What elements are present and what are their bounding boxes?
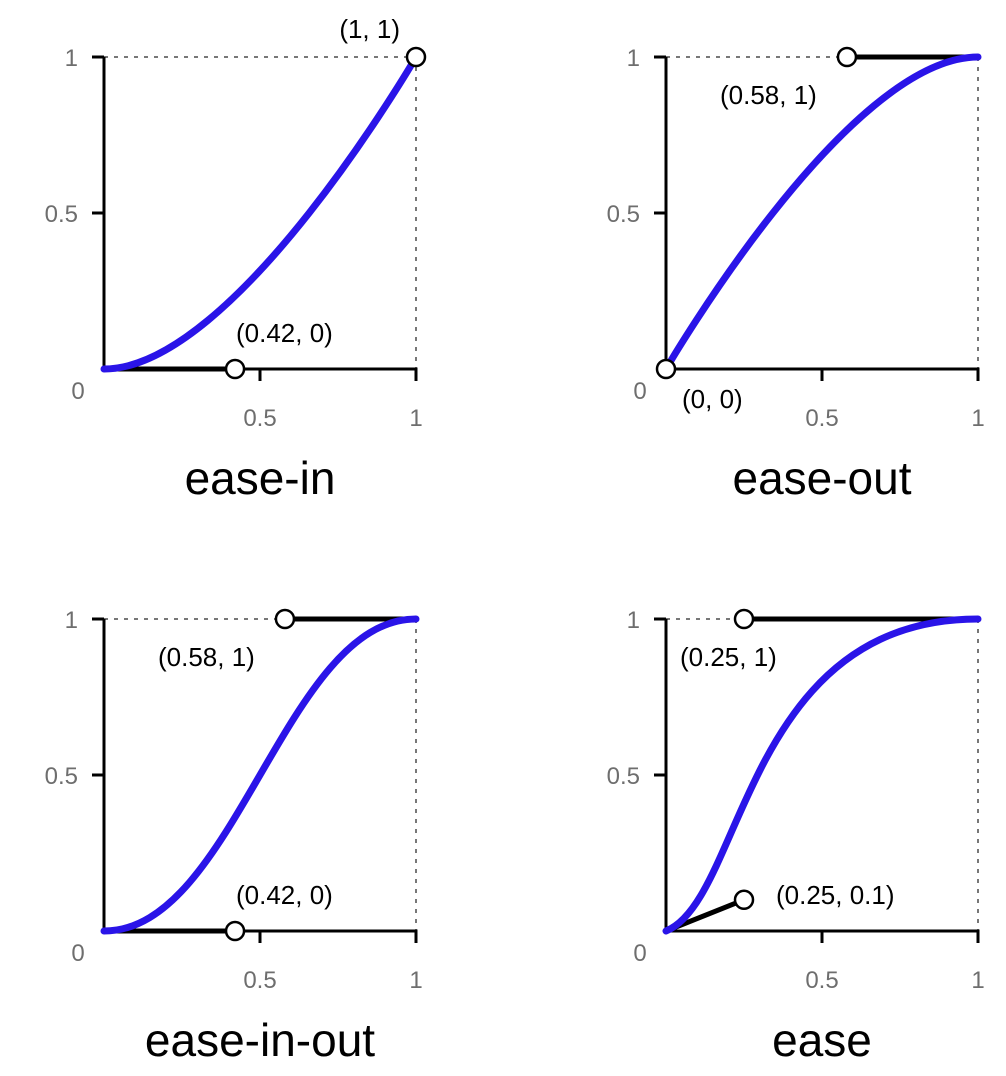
control-point-label: (0.58, 1) [158,642,255,672]
control-point-marker [733,889,755,911]
control-point-label: (0.25, 1) [680,642,777,672]
x-tick-label: 0.5 [243,405,276,432]
x-tick-label: 1 [971,967,984,994]
control-point-label: (0.25, 0.1) [776,880,895,910]
control-point-label: (0, 0) [682,384,743,414]
control-point-label: (0.42, 0) [236,318,333,348]
panel-ease: 0.5 1 0 0.5 1 (0.25, 0.1) (0.25, 1) ease [607,607,985,1066]
control-point-marker [224,920,246,942]
control-point-marker [733,608,755,630]
control-point-label: (0.58, 1) [720,80,817,110]
x-tick-label: 1 [971,405,984,432]
panel-title: ease-in [185,452,336,504]
control-point-marker [655,358,677,380]
y-tick-label: 0.5 [607,201,640,228]
easing-curve [100,53,420,373]
x-tick-label: 0.5 [243,967,276,994]
origin-tick-label: 0 [633,940,646,967]
easing-curve [662,615,982,935]
y-tick-label: 0.5 [45,763,78,790]
origin-tick-label: 0 [633,378,646,405]
x-tick-label: 0.5 [805,967,838,994]
panel-title: ease-out [732,452,911,504]
easing-curve [662,53,982,373]
x-tick-label: 1 [409,405,422,432]
panel-title: ease-in-out [145,1014,375,1066]
origin-tick-label: 0 [71,940,84,967]
y-tick-label: 0.5 [45,201,78,228]
easing-curve [100,615,420,935]
origin-tick-label: 0 [71,378,84,405]
control-point-marker [274,608,296,630]
y-tick-label: 1 [627,607,640,634]
y-tick-label: 1 [627,45,640,72]
x-tick-label: 0.5 [805,405,838,432]
control-point-marker [224,358,246,380]
y-tick-label: 1 [65,45,78,72]
panel-ease-out: 0.5 1 0 0.5 1 (0, 0) (0.58, 1) ease-out [607,45,985,504]
y-tick-label: 1 [65,607,78,634]
panel-ease-in-out: 0.5 1 0 0.5 1 (0.42, 0) (0.58, 1) ease-in-out [45,607,423,1066]
control-point-label: (0.42, 0) [236,880,333,910]
control-point-label: (1, 1) [339,14,400,44]
panel-ease-in: 0.5 1 0 0.5 1 (0.42, 0) (1, 1) ease-in [45,14,427,504]
control-point-marker [836,46,858,68]
x-tick-label: 1 [409,967,422,994]
panel-title: ease [772,1014,872,1066]
y-tick-label: 0.5 [607,763,640,790]
control-point-marker [405,46,427,68]
